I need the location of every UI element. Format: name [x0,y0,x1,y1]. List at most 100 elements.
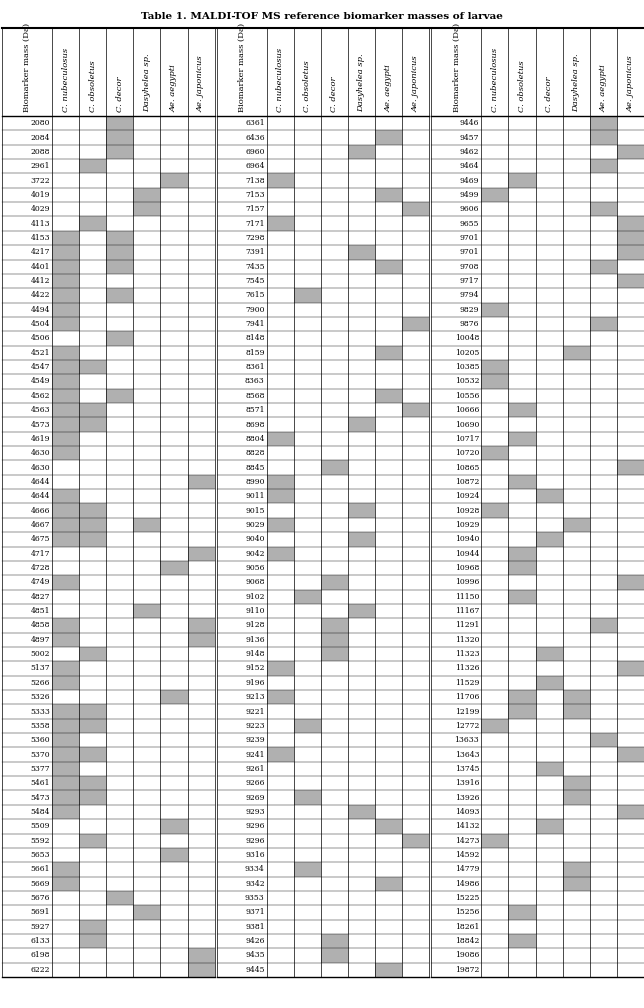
Bar [431,820,481,834]
Bar [431,862,481,877]
Text: 4675: 4675 [30,535,50,543]
Bar [536,332,563,346]
Bar [160,431,187,447]
Text: Ae. japonicus: Ae. japonicus [627,55,634,112]
Bar [590,447,617,461]
Text: 5473: 5473 [30,793,50,801]
Bar [509,604,536,618]
Bar [481,173,509,187]
Text: 10205: 10205 [455,349,479,357]
Bar [431,217,481,231]
Bar [509,661,536,675]
Bar [563,503,590,518]
Bar [321,130,348,145]
Text: 9655: 9655 [460,220,479,228]
Text: 9464: 9464 [460,162,479,170]
Bar [481,346,509,360]
Bar [321,747,348,762]
Text: 6222: 6222 [30,966,50,974]
Bar [133,560,160,576]
Bar [431,173,481,187]
Text: 9266: 9266 [245,779,265,787]
Bar [321,576,348,590]
Bar [590,604,617,618]
Bar [52,820,79,834]
Bar [106,877,133,891]
Bar [267,776,294,790]
Bar [348,346,375,360]
Bar [160,159,187,173]
Bar [294,475,321,489]
Bar [52,949,79,963]
Bar [431,159,481,173]
Bar [79,231,106,245]
Bar [160,447,187,461]
Bar [187,245,214,259]
Bar [509,877,536,891]
Bar [2,217,52,231]
Bar [617,949,644,963]
Bar [617,417,644,431]
Bar [590,963,617,977]
Bar [590,934,617,949]
Bar [402,360,430,374]
Bar [348,747,375,762]
Bar [216,604,267,618]
Bar [267,733,294,747]
Bar [267,590,294,604]
Bar [187,590,214,604]
Bar [2,877,52,891]
Bar [216,28,430,116]
Text: 9353: 9353 [245,894,265,902]
Text: Table 1. MALDI-TOF MS reference biomarker masses of larvae: Table 1. MALDI-TOF MS reference biomarke… [141,12,503,21]
Bar [481,862,509,877]
Bar [402,173,430,187]
Bar [267,963,294,977]
Bar [348,934,375,949]
Text: 9056: 9056 [245,564,265,572]
Bar [52,245,79,259]
Text: 10666: 10666 [455,406,479,414]
Bar [79,747,106,762]
Bar [2,187,52,202]
Bar [216,231,267,245]
Bar [52,675,79,690]
Text: 11529: 11529 [455,678,479,686]
Bar [321,217,348,231]
Bar [216,173,267,187]
Text: 15256: 15256 [455,908,479,916]
Bar [106,705,133,719]
Bar [590,804,617,820]
Bar [536,417,563,431]
Bar [348,259,375,274]
Bar [348,461,375,475]
Bar [402,705,430,719]
Bar [2,790,52,804]
Text: 9148: 9148 [245,650,265,658]
Bar [294,145,321,159]
Bar [481,288,509,302]
Bar [536,919,563,934]
Bar [106,159,133,173]
Bar [187,949,214,963]
Bar [79,675,106,690]
Bar [563,417,590,431]
Bar [348,145,375,159]
Bar [79,302,106,317]
Bar [509,590,536,604]
Bar [402,461,430,475]
Bar [617,503,644,518]
Bar [617,733,644,747]
Bar [52,475,79,489]
Bar [160,461,187,475]
Bar [509,804,536,820]
Bar [160,934,187,949]
Bar [563,790,590,804]
Bar [481,116,509,130]
Bar [52,834,79,848]
Text: 10048: 10048 [455,335,479,343]
Bar [52,848,79,862]
Bar [267,374,294,389]
Bar [52,560,79,576]
Bar [294,159,321,173]
